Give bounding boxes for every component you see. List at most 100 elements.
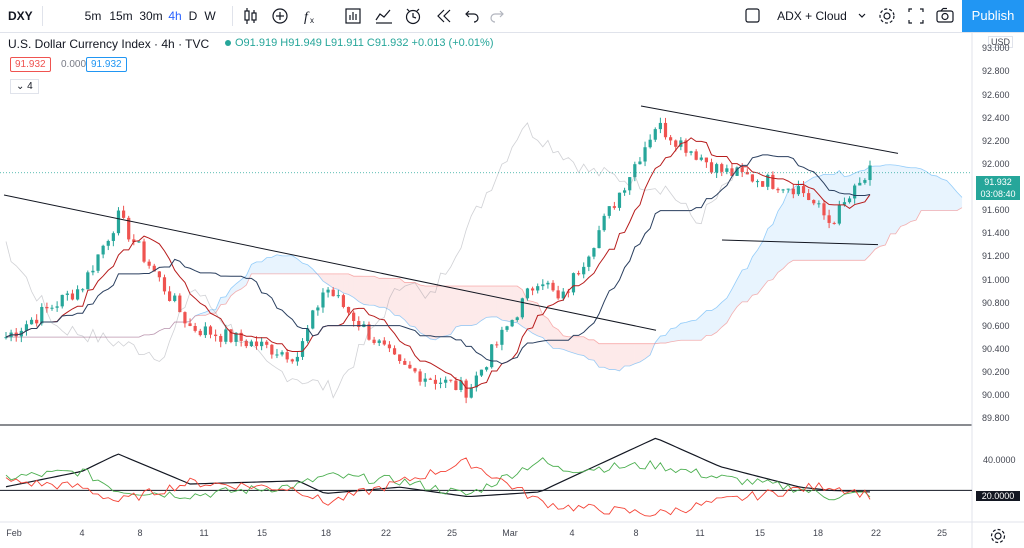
candle-body xyxy=(817,203,821,205)
ichimoku-cloud-segment xyxy=(343,273,349,295)
publish-button[interactable]: Publish xyxy=(962,0,1024,32)
candle-body xyxy=(382,340,386,345)
buy-price-button[interactable]: 91.932 xyxy=(86,57,127,72)
candle-body xyxy=(755,181,760,183)
ichimoku-cloud-segment xyxy=(655,336,661,344)
ichimoku-cloud-segment xyxy=(394,278,400,316)
ichimoku-cloud-segment xyxy=(374,276,380,308)
candle-body xyxy=(715,164,719,173)
candle-body xyxy=(147,261,151,266)
candle-body xyxy=(260,341,264,347)
candle-body xyxy=(766,174,770,187)
time-tick-label: 18 xyxy=(812,528,823,538)
candle-body xyxy=(234,332,238,342)
candle-body xyxy=(607,206,611,216)
market-status-dot xyxy=(225,40,231,47)
candle-body xyxy=(352,312,356,322)
di-plus-line xyxy=(5,457,871,501)
indicator-template-dropdown[interactable]: ADX + Cloud xyxy=(777,9,847,23)
price-tick-label: 92.600 xyxy=(982,89,1010,100)
ichimoku-cloud-segment xyxy=(629,343,635,366)
cloud-span-b-line xyxy=(6,207,963,345)
sell-price-button[interactable]: 91.932 xyxy=(10,57,51,72)
candle-body xyxy=(740,167,744,173)
candle-body xyxy=(612,206,616,208)
candle-body xyxy=(643,147,647,162)
interval-4h[interactable]: 4h xyxy=(168,9,182,23)
time-tick-label: 15 xyxy=(256,528,267,538)
ichimoku-cloud-segment xyxy=(696,315,702,341)
interval-30m[interactable]: 30m xyxy=(139,9,163,23)
interval-15m[interactable]: 15m xyxy=(109,9,133,23)
ichimoku-cloud-segment xyxy=(726,289,732,323)
di-minus-line xyxy=(5,457,871,517)
candle-body xyxy=(781,189,785,191)
candle-body xyxy=(326,289,330,293)
ichimoku-cloud-segment xyxy=(476,285,482,325)
candle-body xyxy=(116,210,121,234)
candle-body xyxy=(853,185,857,199)
candle-body xyxy=(111,233,115,241)
ichimoku-cloud-segment xyxy=(956,192,963,211)
candle-body xyxy=(807,193,811,201)
ichimoku-cloud-segment xyxy=(650,342,656,355)
candle-body xyxy=(346,306,351,313)
candle-body xyxy=(694,151,698,160)
candle-body xyxy=(106,240,110,246)
candle-body xyxy=(689,151,693,153)
symbol-search-button[interactable]: DXY xyxy=(8,9,33,23)
candle-body xyxy=(837,204,841,224)
interval-w[interactable]: W xyxy=(204,9,216,23)
ichimoku-cloud-segment xyxy=(440,285,446,337)
candle-body xyxy=(229,329,233,342)
candle-body xyxy=(162,277,167,292)
candle-body xyxy=(720,164,724,172)
ichimoku-cloud-segment xyxy=(767,224,773,281)
candle-body xyxy=(295,356,300,362)
price-tick-label: 90.000 xyxy=(982,390,1010,401)
candle-body xyxy=(776,188,780,191)
ichimoku-cloud-segment xyxy=(783,191,789,269)
candle-body xyxy=(633,164,637,178)
candle-body xyxy=(786,188,790,190)
interval-d[interactable]: D xyxy=(188,9,198,23)
ichimoku-cloud-segment xyxy=(706,310,712,336)
candle-body xyxy=(827,215,831,223)
candle-body xyxy=(239,332,243,341)
ichimoku-cloud-segment xyxy=(716,302,722,333)
ichimoku-cloud-segment xyxy=(931,175,937,211)
ichimoku-cloud-segment xyxy=(461,285,467,326)
candle-body xyxy=(832,222,836,224)
candle-body xyxy=(433,379,438,384)
ichimoku-cloud-segment xyxy=(537,303,543,338)
price-tick-label: 91.200 xyxy=(982,251,1010,262)
ichimoku-cloud-segment xyxy=(604,343,610,370)
candle-body xyxy=(617,192,622,208)
candle-body xyxy=(152,265,156,272)
candle-body xyxy=(275,354,279,356)
candle-body xyxy=(597,230,601,249)
candle-body xyxy=(858,182,862,186)
ichimoku-cloud-segment xyxy=(368,276,375,306)
candle-body xyxy=(306,328,310,342)
adx-level-tag: 20.0000 xyxy=(976,491,1020,501)
kijun-sen-line xyxy=(5,154,871,365)
ichimoku-cloud-segment xyxy=(588,339,594,361)
ichimoku-cloud-segment xyxy=(542,314,548,344)
candle-body xyxy=(224,329,228,342)
currency-label[interactable]: USD xyxy=(988,36,1014,48)
indicators-collapse-button[interactable]: ⌄ 4 xyxy=(10,79,39,94)
ichimoku-cloud-segment xyxy=(691,320,697,341)
time-tick-label: 25 xyxy=(936,528,947,538)
candle-body xyxy=(551,282,555,291)
ichimoku-cloud-segment xyxy=(389,278,395,316)
interval-5m[interactable]: 5m xyxy=(84,9,102,23)
candle-body xyxy=(699,157,703,160)
ichimoku-cloud-segment xyxy=(870,166,876,256)
candle-body xyxy=(4,337,8,339)
ichimoku-cloud-segment xyxy=(338,273,344,294)
candle-body xyxy=(663,122,668,138)
ichimoku-cloud-segment xyxy=(558,329,564,350)
ichimoku-cloud-segment xyxy=(900,165,906,227)
